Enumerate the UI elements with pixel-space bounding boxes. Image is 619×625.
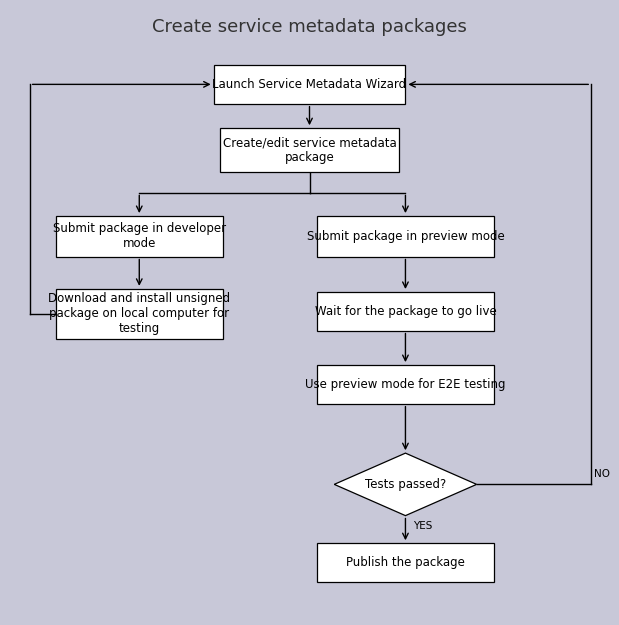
Text: Submit package in developer
mode: Submit package in developer mode xyxy=(53,222,226,250)
Text: Submit package in preview mode: Submit package in preview mode xyxy=(306,230,504,242)
Text: NO: NO xyxy=(594,469,610,479)
Text: YES: YES xyxy=(413,521,432,531)
FancyBboxPatch shape xyxy=(318,365,494,404)
Text: Wait for the package to go live: Wait for the package to go live xyxy=(314,305,496,318)
FancyBboxPatch shape xyxy=(220,128,399,172)
FancyBboxPatch shape xyxy=(318,543,494,582)
FancyBboxPatch shape xyxy=(56,216,223,256)
Text: Use preview mode for E2E testing: Use preview mode for E2E testing xyxy=(305,378,506,391)
Text: Download and install unsigned
package on local computer for
testing: Download and install unsigned package on… xyxy=(48,292,230,335)
FancyBboxPatch shape xyxy=(56,289,223,339)
FancyBboxPatch shape xyxy=(214,65,405,104)
FancyBboxPatch shape xyxy=(318,292,494,331)
Text: Tests passed?: Tests passed? xyxy=(365,478,446,491)
Text: Publish the package: Publish the package xyxy=(346,556,465,569)
Polygon shape xyxy=(334,453,477,516)
Text: Create service metadata packages: Create service metadata packages xyxy=(152,18,467,36)
FancyBboxPatch shape xyxy=(318,216,494,256)
Text: Launch Service Metadata Wizard: Launch Service Metadata Wizard xyxy=(212,78,407,91)
Text: Create/edit service metadata
package: Create/edit service metadata package xyxy=(223,136,396,164)
